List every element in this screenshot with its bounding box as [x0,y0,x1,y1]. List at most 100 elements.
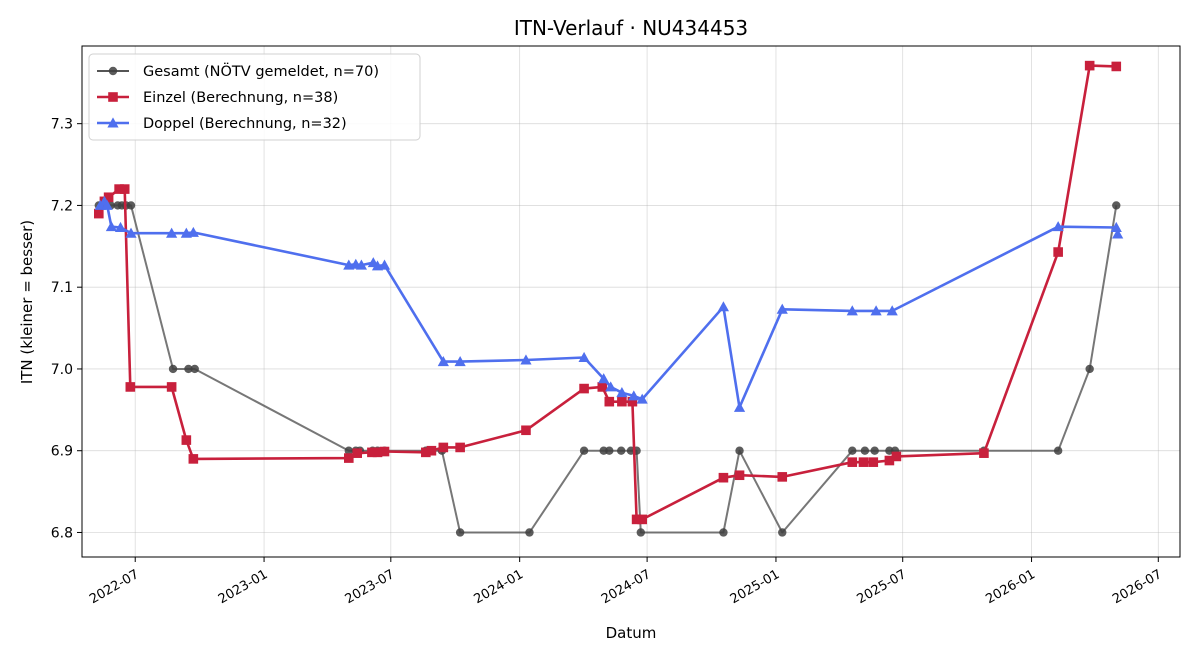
data-point-einzel [1053,247,1063,257]
data-point-einzel [734,470,745,481]
data-point-einzel [421,447,431,458]
data-point-gesamt [344,446,353,455]
data-point-einzel [604,396,615,407]
data-point-gesamt [870,446,879,455]
data-point-einzel [884,455,895,466]
data-point-einzel [94,208,104,219]
data-point-doppel [628,390,640,401]
data-point-doppel [1110,221,1122,232]
series-layer [94,60,1124,537]
legend-marker-doppel [107,117,119,128]
legend-label-einzel: Einzel (Berechnung, n=38) [143,90,338,106]
data-point-doppel [520,354,532,365]
data-point-gesamt [1085,364,1094,374]
data-point-einzel [125,382,136,392]
legend: Gesamt (NÖTV gemeldet, n=70) Einzel (Bere… [88,53,421,141]
legend-box [88,53,421,141]
data-point-einzel [426,445,437,456]
data-point-einzel [597,382,608,392]
data-point-einzel [891,451,902,462]
data-point-gesamt [719,528,728,537]
y-axis-label: ITN (kleiner = besser) [18,220,36,384]
data-point-doppel [870,305,882,316]
data-point-gesamt [579,446,589,455]
data-point-doppel [846,305,858,316]
data-point-gesamt [184,364,193,374]
data-point-doppel [105,221,118,232]
data-point-einzel [868,457,879,467]
data-point-gesamt [860,446,870,455]
legend-label-doppel: Doppel (Berechnung, n=32) [143,116,347,132]
y-tick-label: 7.0 [51,362,73,378]
data-point-doppel [598,373,610,384]
data-point-doppel [378,259,391,270]
data-point-gesamt [616,446,626,455]
data-point-einzel [847,457,858,467]
chart-title: ITN-Verlauf · NU434453 [514,16,748,40]
data-point-gesamt [1053,446,1063,455]
data-point-einzel [777,472,788,482]
y-tick-label: 6.8 [51,525,73,541]
data-point-gesamt [605,446,614,455]
data-point-einzel [379,446,390,457]
data-point-einzel [114,184,124,194]
data-point-doppel [886,305,898,316]
data-point-einzel [858,457,869,467]
data-point-gesamt [636,528,646,537]
y-tick-label: 7.1 [51,280,73,296]
y-tick-label: 7.3 [51,117,73,133]
data-point-doppel [114,221,127,232]
data-point-doppel [776,303,788,314]
data-point-einzel [438,442,449,453]
data-point-doppel [101,199,113,210]
data-point-doppel [125,227,137,238]
data-point-gesamt [848,446,857,455]
data-point-einzel [637,514,648,525]
data-point-einzel [343,453,354,463]
legend-marker-einzel [108,92,118,102]
x-axis-label: Datum [606,624,657,642]
data-point-einzel [718,472,729,483]
data-point-doppel [355,259,368,270]
data-point-doppel [578,351,590,362]
data-point-doppel [636,393,648,404]
y-tick-label: 6.9 [51,444,73,460]
data-point-doppel [166,227,178,238]
legend-marker-gesamt [108,66,118,76]
data-point-einzel [367,447,377,458]
y-tick-label: 7.2 [51,198,73,214]
data-point-einzel [979,448,989,458]
data-point-doppel [1052,221,1064,232]
data-point-gesamt [778,528,787,537]
data-point-einzel [617,396,627,407]
data-point-einzel [181,435,192,445]
data-point-doppel [437,355,449,367]
data-point-doppel [605,381,617,392]
data-point-gesamt [126,201,136,210]
data-point-einzel [352,448,363,458]
data-point-einzel [166,382,177,392]
data-point-gesamt [1112,201,1121,210]
data-point-einzel [188,454,199,464]
data-point-einzel [1111,61,1122,72]
data-point-gesamt [190,364,199,374]
data-point-gesamt [735,446,744,455]
data-point-gesamt [168,364,178,374]
data-point-einzel [579,383,589,394]
legend-label-gesamt: Gesamt (NÖTV gemeldet, n=70) [143,62,379,80]
data-point-einzel [455,442,465,453]
data-point-gesamt [455,528,465,537]
plot-frame [81,45,1181,558]
data-point-gesamt [525,528,534,537]
data-point-doppel [616,387,628,398]
data-point-doppel [1112,228,1124,239]
data-point-einzel [119,184,130,194]
series-doppel [94,195,1124,412]
data-point-einzel [372,447,383,458]
data-point-einzel [627,396,638,407]
data-point-doppel [187,226,199,237]
data-point-einzel [521,425,531,436]
data-point-einzel [631,514,642,525]
